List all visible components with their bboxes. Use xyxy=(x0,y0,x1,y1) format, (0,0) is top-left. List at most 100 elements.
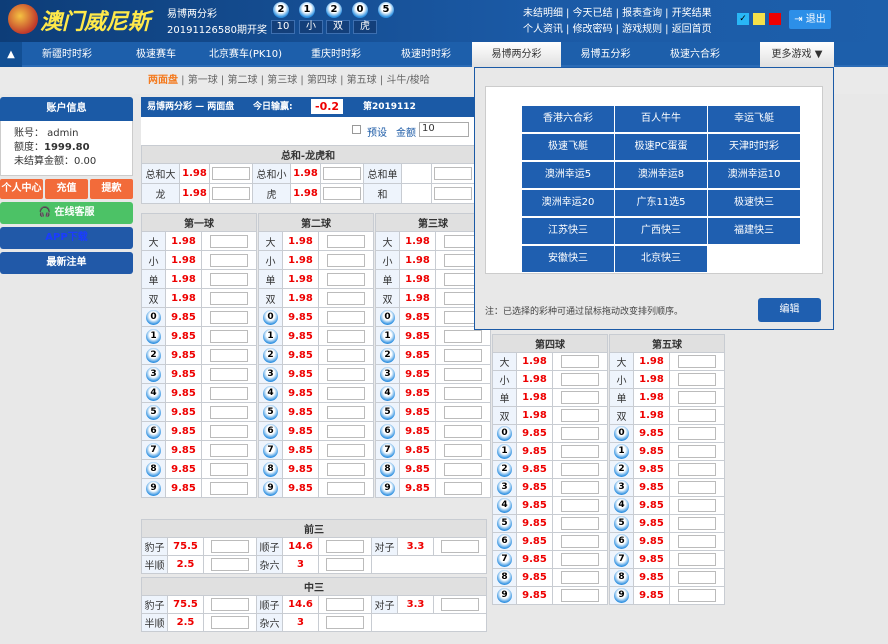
bet-amount-input[interactable] xyxy=(561,409,599,422)
bet-amount-input[interactable] xyxy=(444,462,482,476)
bet-amount-input[interactable] xyxy=(326,616,364,629)
bet-amount-input[interactable] xyxy=(327,481,365,495)
theme-yellow[interactable] xyxy=(753,13,765,25)
nav-tab[interactable]: 极速赛车 xyxy=(136,49,176,60)
game-option[interactable]: 幸运飞艇 xyxy=(708,106,800,132)
bet-amount-input[interactable] xyxy=(210,291,248,305)
bet-amount-input[interactable] xyxy=(211,540,249,553)
link-rules[interactable]: 游戏规则 xyxy=(622,24,663,35)
bet-amount-input[interactable] xyxy=(561,463,599,476)
game-option[interactable]: 北京快三 xyxy=(615,246,707,272)
subnav-item[interactable]: 斗牛/梭哈 xyxy=(386,75,430,86)
bet-amount-input[interactable] xyxy=(210,272,248,286)
bet-amount-input[interactable] xyxy=(444,424,482,438)
bet-amount-input[interactable] xyxy=(678,355,716,368)
bet-amount-input[interactable] xyxy=(678,373,716,386)
bet-amount-input[interactable] xyxy=(678,553,716,566)
bet-amount-input[interactable] xyxy=(678,499,716,512)
theme-red[interactable] xyxy=(769,13,781,25)
bet-amount-input[interactable] xyxy=(327,424,365,438)
game-option[interactable]: 极速飞艇 xyxy=(522,134,614,160)
preset-checkbox[interactable] xyxy=(352,125,361,134)
nav-tab[interactable]: 极速六合彩 xyxy=(670,49,720,60)
bet-amount-input[interactable] xyxy=(327,405,365,419)
game-option[interactable]: 极速快三 xyxy=(708,190,800,216)
nav-tab[interactable]: 极速时时彩 xyxy=(401,49,451,60)
game-option[interactable]: 澳洲幸运20 xyxy=(522,190,614,216)
game-option[interactable]: 澳洲幸运10 xyxy=(708,162,800,188)
bet-amount-input[interactable] xyxy=(210,443,248,457)
subnav-item-active[interactable]: 两面盘 xyxy=(148,75,178,86)
bet-amount-input[interactable] xyxy=(444,386,482,400)
game-option[interactable]: 澳洲幸运5 xyxy=(522,162,614,188)
bet-amount-input[interactable] xyxy=(211,616,249,629)
withdraw-button[interactable]: 提款 xyxy=(90,179,133,199)
bet-amount-input[interactable] xyxy=(327,310,365,324)
bet-amount-input[interactable] xyxy=(212,187,250,200)
bet-amount-input[interactable] xyxy=(210,424,248,438)
bet-amount-input[interactable] xyxy=(327,253,365,267)
bet-amount-input[interactable] xyxy=(210,386,248,400)
game-option[interactable]: 广西快三 xyxy=(615,218,707,244)
bet-amount-input[interactable] xyxy=(561,535,599,548)
bet-amount-input[interactable] xyxy=(327,329,365,343)
bet-amount-input[interactable] xyxy=(211,558,249,571)
latest-bets-button[interactable]: 最新注单 xyxy=(0,252,133,274)
bet-amount-input[interactable] xyxy=(210,253,248,267)
bet-amount-input[interactable] xyxy=(210,310,248,324)
nav-tab[interactable]: 重庆时时彩 xyxy=(311,49,361,60)
bet-amount-input[interactable] xyxy=(327,367,365,381)
game-option[interactable]: 百人牛牛 xyxy=(615,106,707,132)
bet-amount-input[interactable] xyxy=(444,329,482,343)
bet-amount-input[interactable] xyxy=(444,405,482,419)
bet-amount-input[interactable] xyxy=(678,535,716,548)
bet-amount-input[interactable] xyxy=(561,481,599,494)
amount-input[interactable]: 10 xyxy=(419,122,469,137)
game-option[interactable]: 广东11选5 xyxy=(615,190,707,216)
link-home[interactable]: 返回首页 xyxy=(671,24,712,35)
bet-amount-input[interactable] xyxy=(561,445,599,458)
bet-amount-input[interactable] xyxy=(561,553,599,566)
game-option[interactable]: 福建快三 xyxy=(708,218,800,244)
bet-amount-input[interactable] xyxy=(441,598,480,611)
bet-amount-input[interactable] xyxy=(678,571,716,584)
bet-amount-input[interactable] xyxy=(678,391,716,404)
online-support-button[interactable]: 🎧 在线客服 xyxy=(0,202,133,224)
subnav-item[interactable]: 第四球 xyxy=(306,75,337,86)
bet-amount-input[interactable] xyxy=(327,348,365,362)
bet-amount-input[interactable] xyxy=(561,391,599,404)
bet-amount-input[interactable] xyxy=(561,355,599,368)
nav-tab[interactable]: 北京赛车(PK10) xyxy=(208,49,283,60)
nav-tab[interactable]: 新疆时时彩 xyxy=(42,49,92,60)
edit-button[interactable]: 编辑 xyxy=(758,298,821,322)
bet-amount-input[interactable] xyxy=(210,234,248,248)
bet-amount-input[interactable] xyxy=(326,540,364,553)
bet-amount-input[interactable] xyxy=(212,167,250,180)
bet-amount-input[interactable] xyxy=(444,367,482,381)
nav-tab[interactable]: 易博五分彩 xyxy=(580,49,631,60)
subnav-item[interactable]: 第五球 xyxy=(346,75,377,86)
bet-amount-input[interactable] xyxy=(327,234,365,248)
bet-amount-input[interactable] xyxy=(210,481,248,495)
bet-amount-input[interactable] xyxy=(678,409,716,422)
bet-amount-input[interactable] xyxy=(561,499,599,512)
bet-amount-input[interactable] xyxy=(210,462,248,476)
bet-amount-input[interactable] xyxy=(211,598,249,611)
bet-amount-input[interactable] xyxy=(326,598,364,611)
bet-amount-input[interactable] xyxy=(678,463,716,476)
bet-amount-input[interactable] xyxy=(678,517,716,530)
subnav-item[interactable]: 第一球 xyxy=(187,75,218,86)
bet-amount-input[interactable] xyxy=(210,367,248,381)
bet-amount-input[interactable] xyxy=(323,167,361,180)
bet-amount-input[interactable] xyxy=(323,187,361,200)
bet-amount-input[interactable] xyxy=(434,187,473,200)
subnav-item[interactable]: 第三球 xyxy=(267,75,298,86)
game-option[interactable]: 江苏快三 xyxy=(522,218,614,244)
link-settled-today[interactable]: 今天已结 xyxy=(572,8,613,19)
bet-amount-input[interactable] xyxy=(327,462,365,476)
link-unsettled[interactable]: 未结明细 xyxy=(523,8,563,19)
bet-amount-input[interactable] xyxy=(561,589,599,602)
game-option[interactable]: 天津时时彩 xyxy=(708,134,800,160)
bet-amount-input[interactable] xyxy=(561,427,599,440)
game-option[interactable]: 极速PC蛋蛋 xyxy=(615,134,707,160)
